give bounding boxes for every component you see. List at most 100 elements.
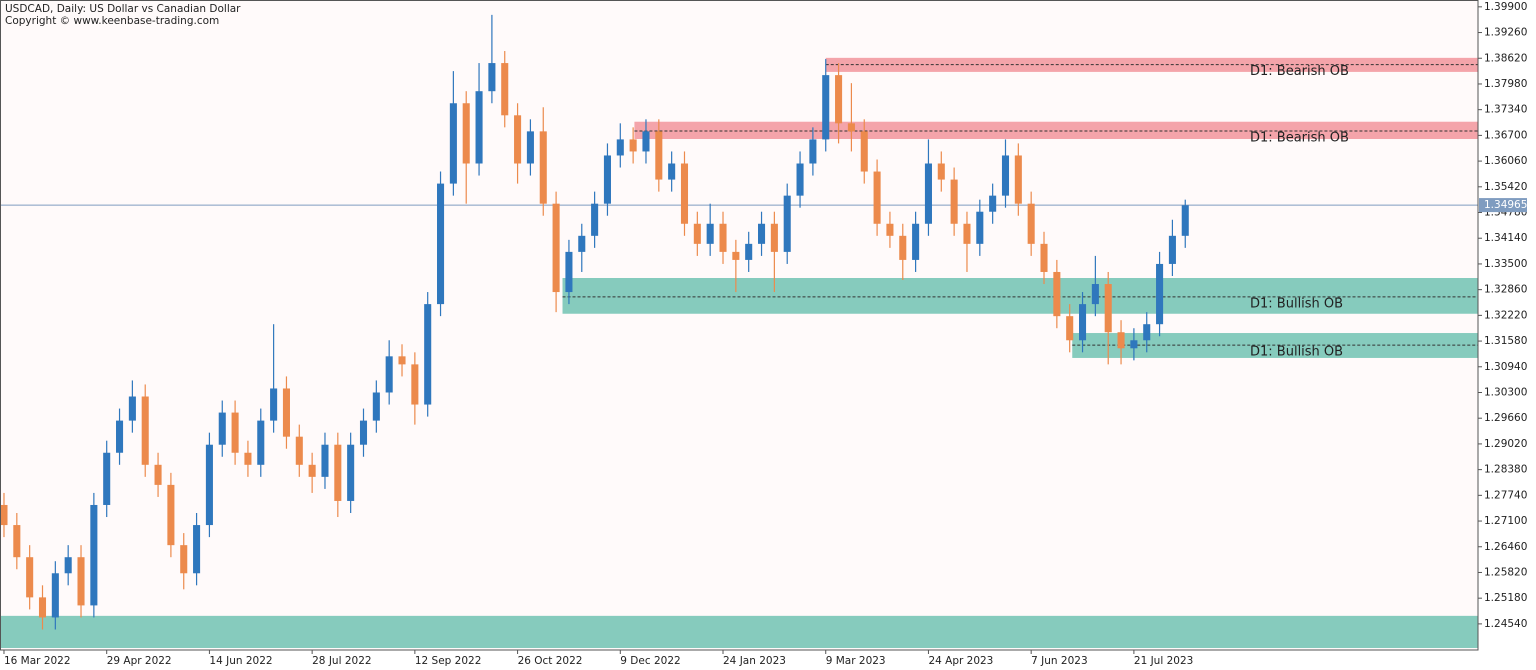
- candle-body: [128, 396, 136, 421]
- candle-body: [385, 356, 393, 393]
- candle-body: [398, 356, 406, 365]
- candle-body: [847, 123, 855, 132]
- candle-body: [231, 412, 239, 453]
- x-tick-label: 7 Jun 2023: [1031, 655, 1087, 667]
- y-tick-label: 1.27100: [1484, 515, 1527, 527]
- candle-body: [26, 557, 34, 598]
- candle-body: [514, 115, 522, 164]
- candle-body: [539, 131, 547, 204]
- candle-body: [783, 195, 791, 252]
- candle-body: [308, 464, 316, 477]
- candle-body: [603, 155, 611, 204]
- y-tick-label: 1.32220: [1484, 309, 1527, 321]
- y-tick-label: 1.34140: [1484, 232, 1527, 244]
- y-tick-label: 1.25180: [1484, 592, 1527, 604]
- chart-subtitle: Copyright © www.keenbase-trading.com: [5, 15, 219, 27]
- order-block-zone: [562, 277, 1478, 314]
- order-block-zone: [634, 121, 1478, 139]
- zone-label: D1: Bullish OB: [1250, 296, 1343, 311]
- candle-body: [167, 484, 175, 546]
- candle-body: [1053, 271, 1061, 317]
- candle-body: [103, 452, 111, 505]
- candle-body: [552, 203, 560, 293]
- y-tick-label: 1.29020: [1484, 438, 1527, 450]
- order-block-zone: [0, 615, 1478, 648]
- y-tick-label: 1.28380: [1484, 464, 1527, 476]
- candle-body: [64, 557, 72, 574]
- candle-body: [244, 452, 252, 465]
- candle-body: [13, 525, 21, 558]
- y-tick-label: 1.36060: [1484, 155, 1527, 167]
- x-tick-label: 29 Apr 2022: [107, 655, 172, 667]
- candle-body: [745, 243, 753, 260]
- candle-body: [758, 223, 766, 244]
- y-tick-label: 1.37340: [1484, 104, 1527, 116]
- zone-label: D1: Bearish OB: [1250, 130, 1349, 145]
- candle-body: [526, 131, 534, 164]
- x-tick-label: 24 Jan 2023: [723, 655, 786, 667]
- candle-body: [668, 163, 676, 180]
- candle-body: [629, 139, 637, 152]
- y-tick-label: 1.29660: [1484, 412, 1527, 424]
- candle-body: [270, 388, 278, 421]
- candle-body: [38, 597, 47, 618]
- candle-body: [963, 223, 971, 244]
- x-tick-label: 24 Apr 2023: [928, 655, 993, 667]
- candle-body: [90, 504, 98, 606]
- candle-body: [770, 223, 778, 252]
- y-tick-label: 1.39900: [1484, 1, 1527, 13]
- candle-body: [0, 504, 8, 526]
- candle-body: [347, 444, 355, 501]
- candle-body: [449, 103, 457, 184]
- plot-layer: D1: Bearish OB D1: Bearish OB D1: Bullish …: [0, 14, 1478, 648]
- candle-body: [719, 223, 727, 252]
- candle-body: [411, 364, 419, 405]
- y-tick-label: 1.35420: [1484, 181, 1527, 193]
- candle-body: [693, 223, 701, 244]
- x-tick-label: 26 Oct 2022: [518, 655, 583, 667]
- candle-body: [1143, 324, 1151, 341]
- candle-body: [860, 131, 868, 172]
- plot-area: [0, 0, 1478, 650]
- candle-body: [976, 211, 984, 244]
- candle-body: [886, 223, 894, 236]
- candle-body: [642, 131, 650, 152]
- candle-body: [475, 91, 483, 164]
- candle-body: [822, 75, 830, 140]
- candle-body: [565, 251, 573, 293]
- y-tick-label: 1.25820: [1484, 566, 1527, 578]
- candle-body: [372, 392, 380, 421]
- chart-title: USDCAD, Daily: US Dollar vs Canadian Dol…: [5, 3, 241, 15]
- x-tick-label: 28 Jul 2022: [312, 655, 371, 667]
- y-tick-label: 1.30940: [1484, 361, 1527, 373]
- y-tick-label: 1.36700: [1484, 129, 1527, 141]
- y-tick-label: 1.39260: [1484, 27, 1527, 39]
- candle-body: [1156, 263, 1164, 325]
- candle-body: [180, 545, 188, 574]
- y-tick-label: 1.26460: [1484, 541, 1527, 553]
- y-tick-label: 1.24540: [1484, 618, 1527, 630]
- y-tick-label: 1.33500: [1484, 258, 1527, 270]
- candle-body: [1117, 332, 1125, 349]
- candle-body: [796, 163, 804, 196]
- y-tick-label: 1.37980: [1484, 78, 1527, 90]
- plot-frame: [0, 0, 1479, 651]
- last-price-box: [1479, 198, 1527, 213]
- candle-body: [116, 420, 124, 453]
- candle-body: [989, 195, 997, 212]
- candle-body: [437, 183, 445, 305]
- candle-body: [937, 163, 945, 180]
- candle-body: [1001, 155, 1010, 196]
- candle-body: [1181, 205, 1189, 236]
- candle-body: [488, 63, 496, 92]
- y-tick-label: 1.30300: [1484, 386, 1527, 398]
- x-tick-label: 9 Mar 2023: [826, 655, 886, 667]
- candle-body: [193, 525, 201, 574]
- candle-body: [1079, 304, 1087, 341]
- candle-body: [591, 203, 599, 236]
- y-tick-label: 1.38620: [1484, 52, 1527, 64]
- candle-body: [835, 75, 843, 124]
- candle-body: [154, 464, 162, 485]
- y-tick-label: 1.32860: [1484, 284, 1527, 296]
